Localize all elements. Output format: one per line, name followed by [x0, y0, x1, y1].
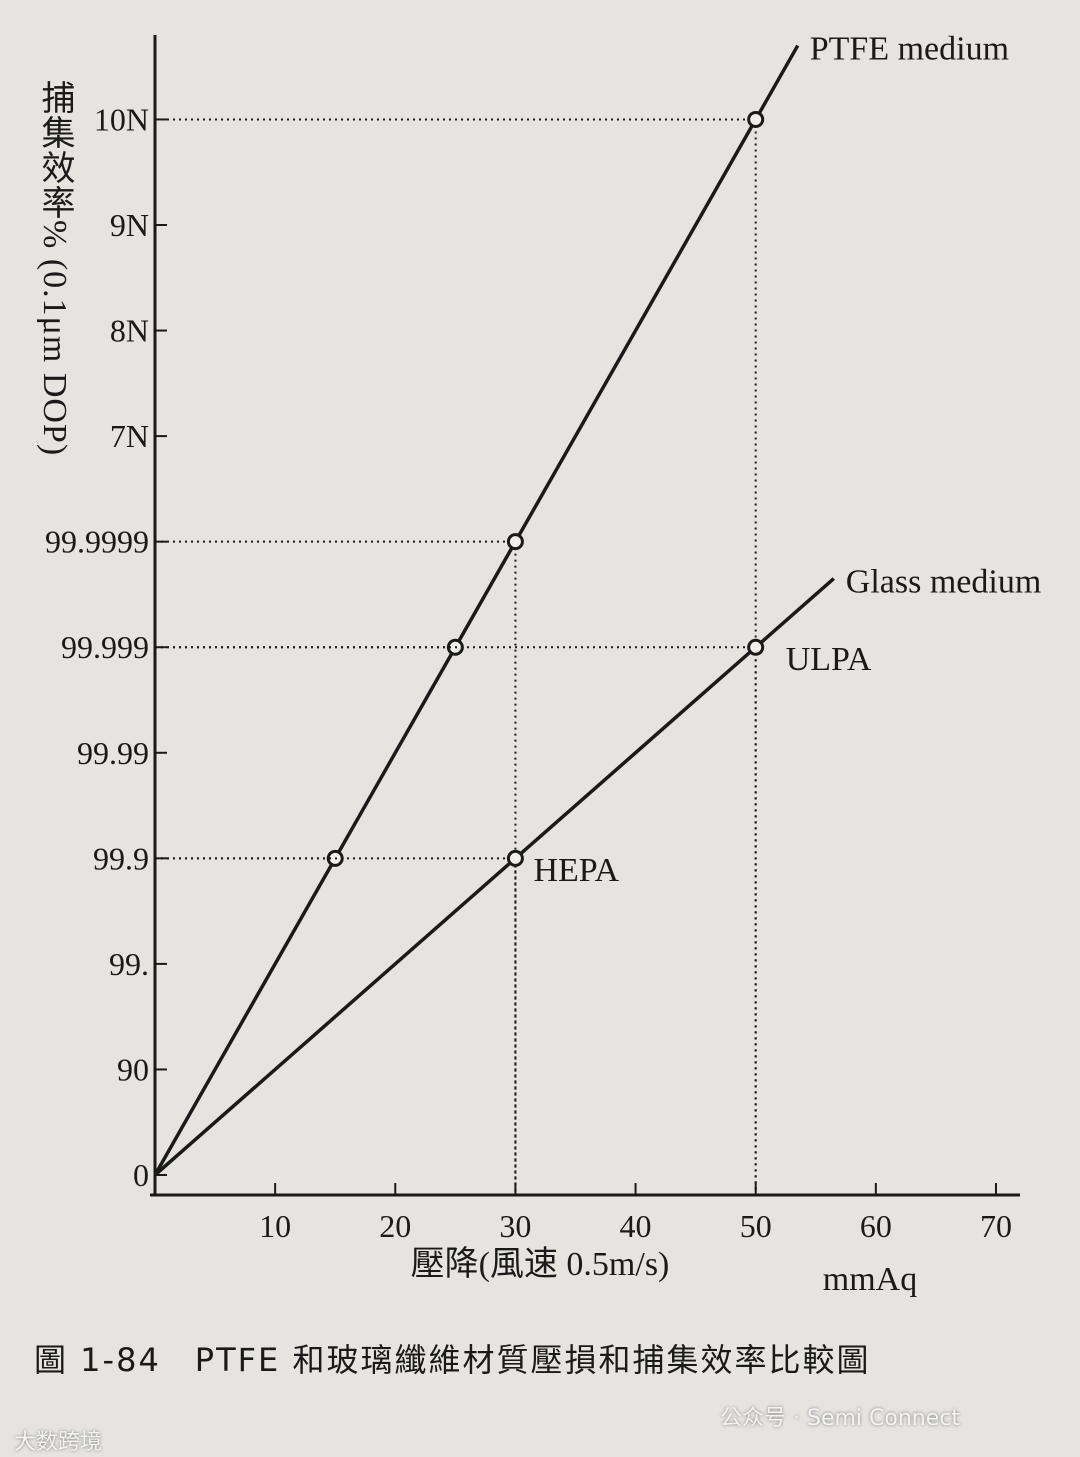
y-tick-label: 99.999 — [61, 629, 149, 665]
watermark: 大数跨境 — [14, 1430, 103, 1455]
y-tick-label: 8N — [110, 313, 149, 349]
caption: 圖 1-84 PTFE 和玻璃纖維材質壓損和捕集效率比較圖 — [34, 1341, 871, 1379]
x-tick-label: 40 — [620, 1208, 652, 1244]
x-tick-label: 30 — [499, 1208, 531, 1244]
point — [747, 110, 765, 128]
y-axis-label: 捕集效率% (0.1μm DOP) — [36, 80, 73, 457]
x-tick-label: 50 — [740, 1208, 772, 1244]
series-line — [153, 577, 835, 1177]
x-unit: mmAq — [823, 1261, 917, 1298]
y-tick-label: 99. — [109, 946, 149, 982]
y-tick-label: 99.9999 — [45, 524, 149, 560]
point — [506, 849, 524, 867]
series-name: PTFE medium — [810, 31, 1009, 68]
x-axis-label: 壓降(風速 0.5m/s) — [411, 1245, 670, 1283]
point — [747, 638, 765, 656]
y-tick-label: 10N — [94, 101, 149, 137]
annotation: HEPA — [533, 852, 619, 889]
x-tick-label: 60 — [860, 1208, 892, 1244]
watermark: 公众号 · Semi Connect — [720, 1406, 960, 1431]
y-tick-label: 9N — [110, 207, 149, 243]
y-tick-label: 7N — [110, 418, 149, 454]
series-line — [153, 44, 800, 1176]
y-tick-label: 0 — [133, 1157, 149, 1193]
y-tick-label: 99.99 — [77, 735, 149, 771]
series-name: Glass medium — [846, 564, 1041, 601]
x-tick-label: 20 — [379, 1208, 411, 1244]
y-tick-label: 90 — [117, 1051, 149, 1087]
annotation: ULPA — [786, 641, 872, 678]
y-tick-label: 99.9 — [93, 840, 149, 876]
x-tick-label: 70 — [980, 1208, 1012, 1244]
x-tick-label: 10 — [259, 1208, 291, 1244]
point — [506, 533, 524, 551]
